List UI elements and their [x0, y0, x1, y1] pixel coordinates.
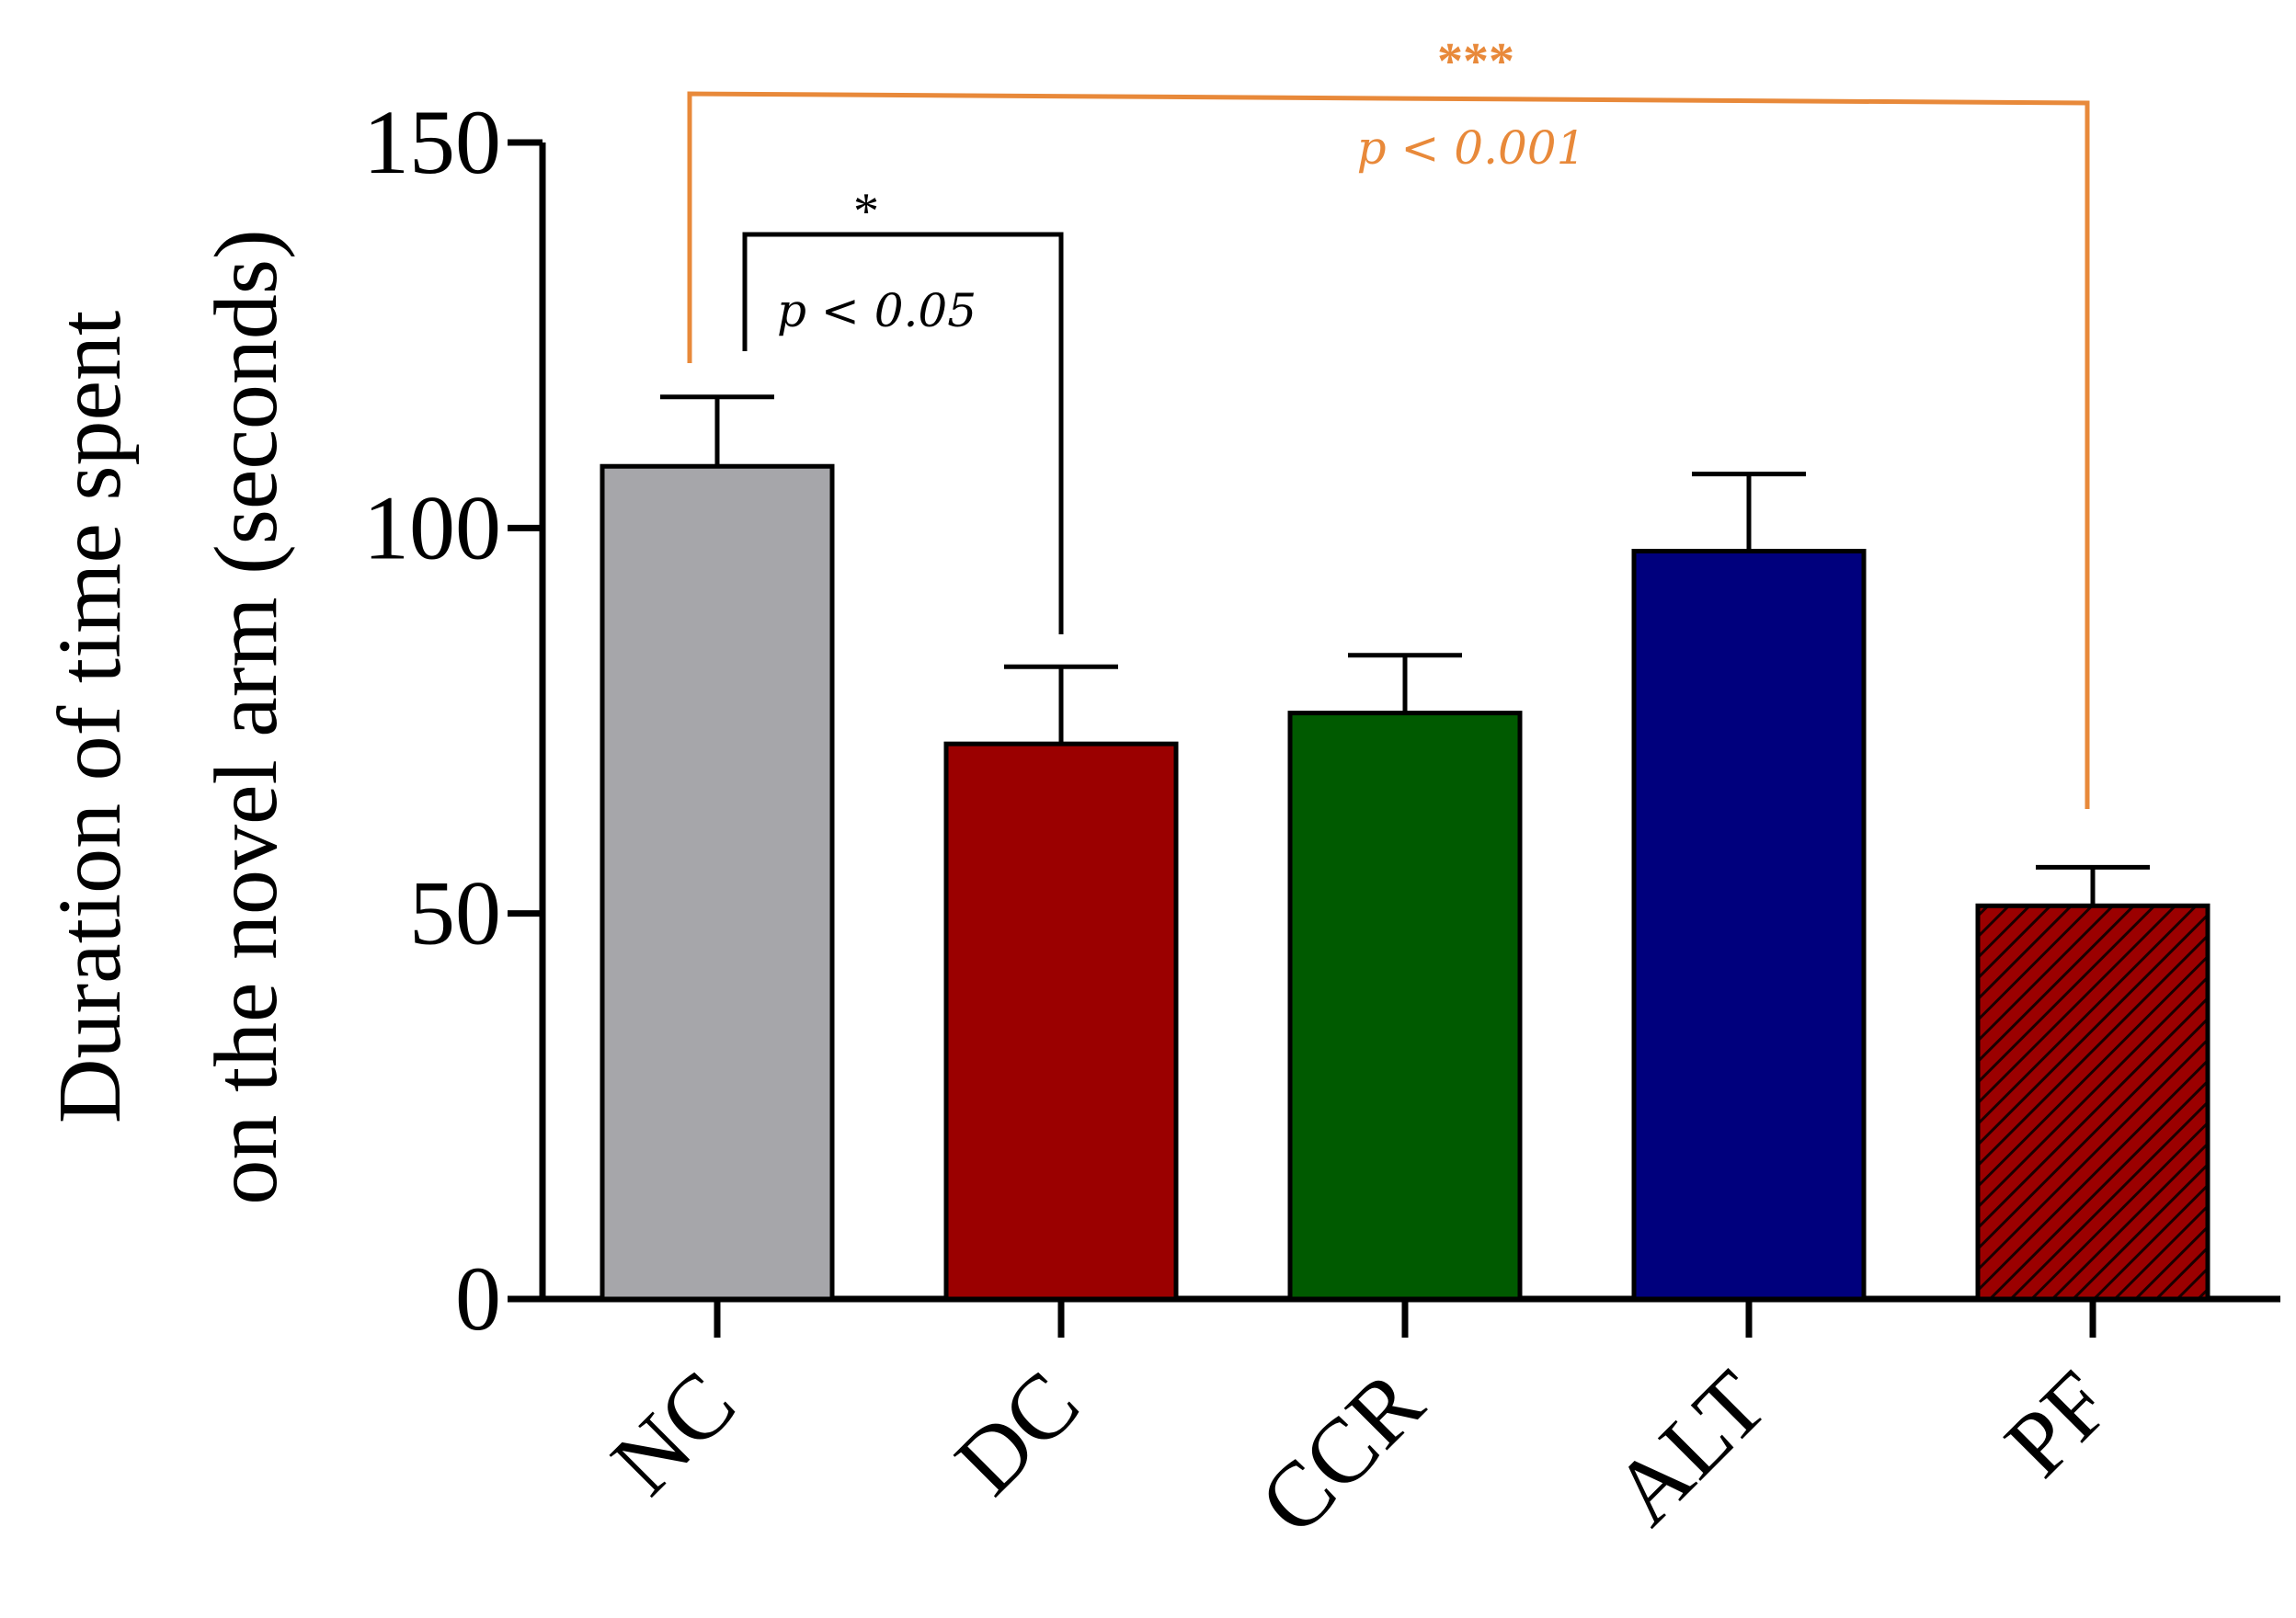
bar-pf — [1975, 903, 2210, 1302]
y-axis-title-line1: Duration of time spent — [40, 311, 140, 1124]
y-axis-title-line2: on the novel arm (seconds) — [197, 229, 296, 1204]
y-tick-label: 150 — [363, 91, 501, 193]
stars-nc-dc: * — [853, 183, 879, 240]
x-tick-label-alt: ALT — [1593, 1351, 1786, 1544]
pvalue-nc-dc: p < 0.05 — [777, 284, 977, 337]
pvalue-nc-pf: p < 0.001 — [1357, 121, 1586, 175]
stars-nc-pf: *** — [1437, 33, 1514, 90]
x-tick-label-pf: PF — [1985, 1351, 2130, 1496]
bar-ccr — [1287, 711, 1523, 1302]
significance-annotations: * p < 0.05 *** p < 0.001 — [687, 33, 2090, 809]
bar-dc — [943, 741, 1179, 1302]
y-tick-label: 50 — [409, 862, 501, 964]
x-tick-label-ccr: CCR — [1240, 1351, 1443, 1554]
bars — [600, 394, 2210, 1302]
bar-alt — [1631, 548, 1867, 1302]
bar-nc — [600, 463, 835, 1302]
y-tick-label: 100 — [363, 476, 501, 578]
bracket-nc-pf — [687, 91, 2090, 809]
x-tick-label-dc: DC — [936, 1351, 1099, 1514]
x-tick-label-nc: NC — [592, 1351, 755, 1514]
bracket-nc-dc — [742, 232, 1064, 634]
y-tick-label: 0 — [455, 1248, 501, 1350]
